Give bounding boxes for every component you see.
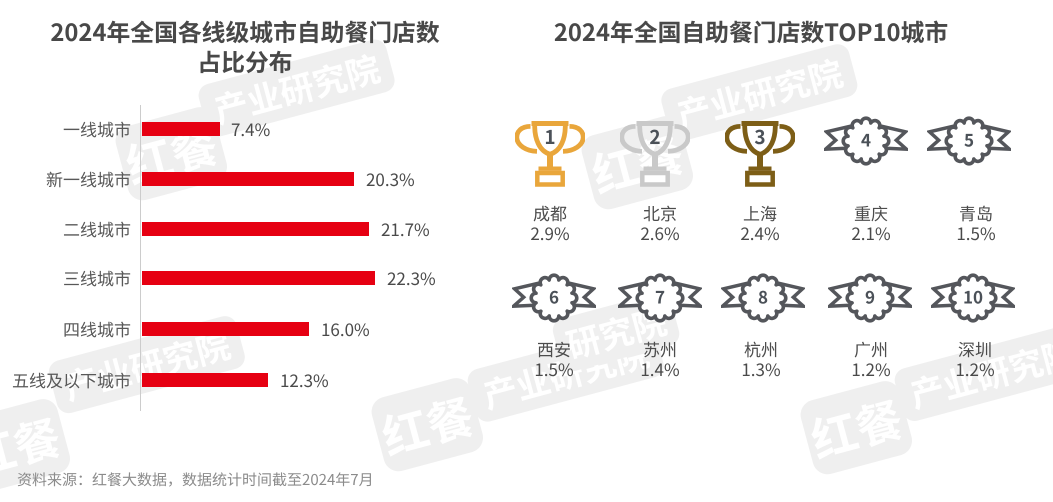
svg-text:2: 2: [649, 123, 660, 150]
svg-text:10: 10: [963, 284, 983, 309]
svg-text:7: 7: [655, 284, 665, 309]
svg-text:8: 8: [758, 284, 768, 309]
svg-text:5: 5: [964, 127, 974, 152]
svg-text:3: 3: [754, 123, 765, 150]
svg-text:9: 9: [865, 284, 875, 309]
svg-text:1: 1: [544, 123, 555, 150]
svg-text:4: 4: [861, 127, 871, 152]
svg-text:6: 6: [549, 284, 559, 309]
